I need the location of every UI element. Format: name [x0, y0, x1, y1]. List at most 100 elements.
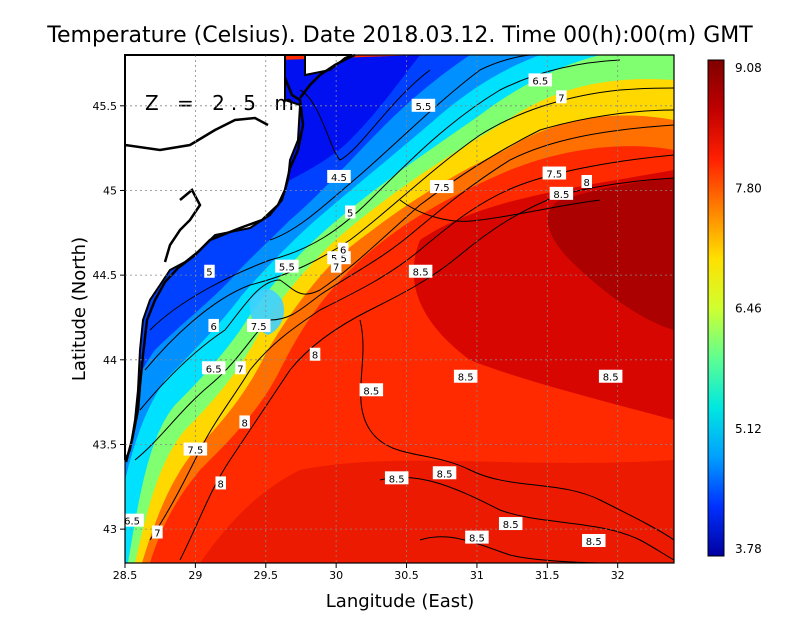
contour-label-text: 5.5 [415, 102, 431, 113]
contour-label-box [344, 205, 356, 219]
contour-label-text: 8.5 [469, 534, 485, 545]
contour-label-text: 8.5 [458, 373, 474, 384]
contour-label: 8.5 [498, 517, 523, 531]
y-axis: 43 43.5 44 44.5 45 45.5 [93, 100, 125, 536]
contour-label: 8.5 [549, 186, 574, 201]
coastline-inlet [124, 116, 269, 152]
contour-label-text: 6.5 [124, 517, 140, 528]
contour-label-box [581, 175, 592, 188]
contour-label: 6 [337, 242, 349, 257]
contour-label-text: 4.5 [331, 173, 347, 184]
contour-label: 8.5 [598, 369, 623, 384]
contour-label-text: 8.5 [503, 520, 519, 531]
contour-label: 8.5 [432, 466, 457, 480]
contour-label: 6.5 [120, 513, 144, 528]
y-tick-label: 45.5 [93, 100, 118, 113]
y-tick-label: 43 [103, 523, 117, 536]
contour-label: 7.5 [542, 166, 567, 181]
contour-label-box [598, 369, 623, 383]
y-tick-label: 44 [103, 354, 117, 367]
contour-label-box [337, 242, 349, 256]
x-tick-label: 28.5 [113, 569, 138, 582]
contour-label: 8.5 [359, 383, 384, 397]
contour-label-box [542, 166, 567, 180]
contour-label-box [359, 383, 384, 397]
contour-label-box [465, 530, 489, 544]
contour-label-text: 5 [347, 208, 353, 219]
contour-label-text: 5.5 [279, 263, 295, 274]
x-tick-label: 32 [611, 569, 625, 582]
contour-label-text: 8 [218, 479, 224, 490]
contour-label-text: 8 [312, 351, 318, 362]
contour-label-box [239, 415, 250, 429]
colorbar-ticks: 9.08 7.80 6.46 5.12 3.78 [735, 61, 762, 556]
sea-core-darker [547, 178, 674, 330]
contour-label-box [215, 476, 226, 490]
x-axis: 28.5 29 29.5 30 30.5 31 31.5 32 [113, 563, 625, 582]
map-title: Temperature (Celsius). Date 2018.03.12. … [46, 23, 753, 48]
contour-label-box [498, 517, 523, 531]
y-tick-label: 44.5 [93, 269, 118, 282]
x-axis-label: Langitude (East) [326, 591, 474, 612]
contour-label-text: 8 [584, 178, 590, 189]
contour-label: 5 [204, 264, 215, 279]
coastline-north [299, 53, 356, 99]
contour-label-text: 8.5 [437, 469, 453, 480]
coastline-liman [163, 188, 202, 263]
contour-label-text: 7.5 [251, 322, 267, 333]
contour-label-text: 8.5 [413, 268, 429, 279]
sea-south-red [200, 460, 674, 563]
contour-label: 7 [152, 525, 163, 540]
contour-label-box [429, 180, 454, 194]
contour-label-box [183, 442, 208, 456]
colorbar: 9.08 7.80 6.46 5.12 3.78 [707, 59, 762, 557]
colorbar-bar [707, 59, 725, 557]
contour-label: 8.5 [465, 530, 489, 545]
contour-label-box [275, 259, 299, 273]
contour-label: 8 [309, 347, 321, 362]
contour-label-box [330, 259, 342, 273]
contour-label: 8 [581, 175, 592, 189]
plot-frame [124, 54, 675, 564]
contour-label-box [549, 186, 574, 200]
contour-label-text: 8.5 [363, 386, 379, 397]
contour-label-box [120, 513, 144, 527]
contour-label-box [327, 169, 351, 183]
contour-label-text: 7 [237, 364, 243, 375]
colorbar-tick-label: 9.08 [735, 61, 762, 75]
contour-label-text: 6.5 [206, 364, 222, 375]
contour-label: 7.5 [183, 442, 208, 457]
y-tick-label: 43.5 [93, 438, 118, 451]
contour-label: 6 [208, 318, 219, 333]
band-deepblue [280, 55, 420, 185]
contour-label-box [152, 525, 163, 539]
contour-label-box [582, 533, 606, 547]
contour-label: 6.5 [201, 361, 226, 375]
colorbar-tick-label: 5.12 [735, 422, 762, 436]
contour-label: 7 [330, 259, 342, 274]
contour-label-box [528, 73, 553, 87]
contour-label: 8.5 [582, 533, 606, 548]
contour-label-text: 6.5 [532, 76, 548, 87]
colorbar-tick-label: 7.80 [735, 181, 762, 195]
contour-labels: 4.555.55.55.55666.56.56.577777.57.57.57.… [120, 73, 623, 548]
contour-label-box [384, 471, 409, 485]
x-tick-label: 30 [329, 569, 343, 582]
contour-label-box [411, 98, 436, 112]
x-tick-label: 29.5 [254, 569, 279, 582]
x-tick-label: 31 [470, 569, 484, 582]
land [124, 53, 356, 463]
contour-label-box [432, 466, 457, 480]
contour-label-text: 7 [154, 529, 160, 540]
contour-label: 7 [556, 90, 567, 104]
contour-label-box [408, 264, 433, 278]
depth-label: Z = 2.5 m [145, 91, 300, 115]
x-tick-label: 31.5 [535, 569, 560, 582]
contour-label-text: 7.5 [434, 183, 450, 194]
contour-label-box [556, 90, 567, 104]
contour-label-text: 7.5 [546, 170, 562, 181]
contour-label-box [201, 361, 226, 375]
contour-label: 8.5 [453, 369, 478, 384]
contour-label-text: 8.5 [389, 474, 405, 485]
